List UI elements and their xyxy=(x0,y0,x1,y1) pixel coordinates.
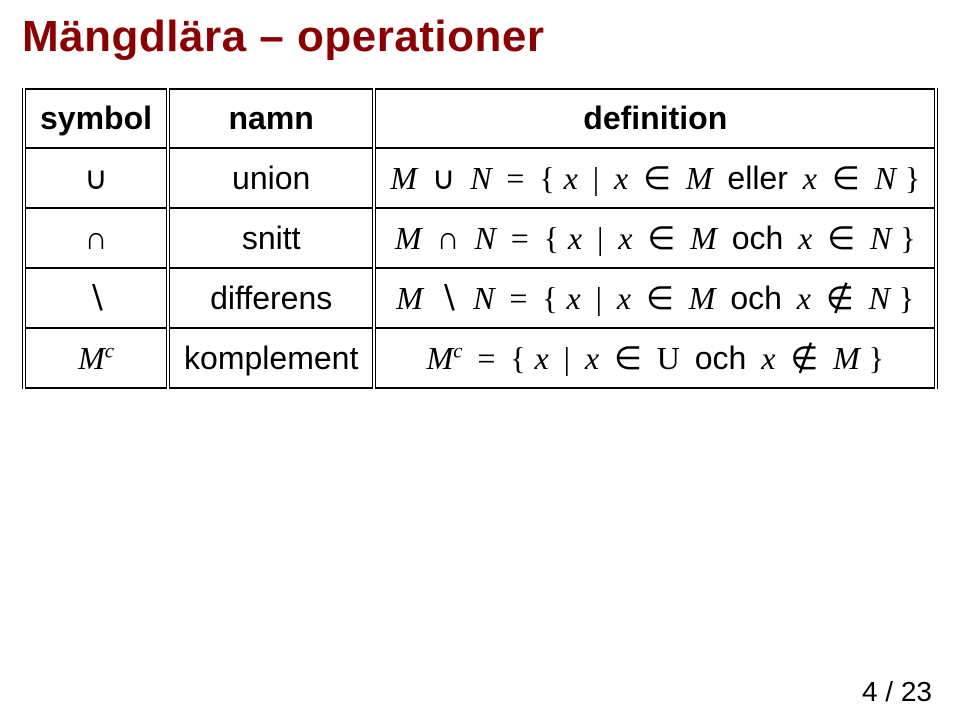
union-icon: ∪ xyxy=(84,160,107,196)
sym-N: N xyxy=(474,220,495,256)
eq-icon: = xyxy=(503,280,533,317)
sym-x: x xyxy=(797,280,811,316)
notin-icon: ∉ xyxy=(784,339,824,377)
sup-c: c xyxy=(105,339,114,362)
table-row: Mc komplement Mc = { x | x ∈ U och x ∉ xyxy=(24,328,936,388)
op-name: differens xyxy=(210,280,332,316)
in-icon: ∈ xyxy=(637,159,677,197)
definition-cell: Mc = { x | x ∈ U och x ∉ M } xyxy=(374,328,936,388)
sym-M: M xyxy=(689,280,716,316)
in-icon: ∈ xyxy=(826,159,866,197)
definition-cell: M ∪ N = { x | x ∈ M eller x ∈ N } xyxy=(374,148,936,208)
sym-N: N xyxy=(869,280,890,316)
sym-M: M xyxy=(396,280,423,316)
col-name: namn xyxy=(168,89,374,148)
setminus-icon: ∖ xyxy=(432,279,464,317)
rbrace-icon: } xyxy=(900,220,915,256)
union-icon: ∪ xyxy=(426,159,461,197)
sym-x: x xyxy=(568,220,582,256)
rbrace-icon: } xyxy=(899,280,914,316)
connective: och xyxy=(724,280,788,317)
name-cell: komplement xyxy=(168,328,374,388)
sym-M: M xyxy=(427,340,454,376)
notin-icon: ∉ xyxy=(820,279,860,317)
col-symbol: symbol xyxy=(24,89,168,148)
page-number: 4 / 23 xyxy=(862,676,932,708)
lbrace-icon: { xyxy=(544,220,559,256)
table-header-row: symbol namn definition xyxy=(24,89,936,148)
eq-icon: = xyxy=(500,160,530,197)
sym-x: x xyxy=(761,340,775,376)
sym-x: x xyxy=(618,220,632,256)
sym-M: M xyxy=(833,340,860,376)
sym-M: M xyxy=(390,160,417,196)
sym-M: M xyxy=(686,160,713,196)
sym-x: x xyxy=(614,160,628,196)
table-row: ∩ snitt M ∩ N = { x | x ∈ M och x xyxy=(24,208,936,268)
sym-x: x xyxy=(567,280,581,316)
sym-M: M xyxy=(395,220,422,256)
op-name: komplement xyxy=(184,340,358,376)
connective: och xyxy=(689,340,753,377)
sup-c: c xyxy=(453,339,462,362)
eq-icon: = xyxy=(471,340,501,377)
sym-N: N xyxy=(875,160,896,196)
connective: eller xyxy=(721,160,793,197)
name-cell: differens xyxy=(168,268,374,328)
sym-x: x xyxy=(798,220,812,256)
sym-N: N xyxy=(473,280,494,316)
rbrace-icon: } xyxy=(869,340,884,376)
sym-M: M xyxy=(690,220,717,256)
bar-icon: | xyxy=(558,340,576,377)
symbol-cell: ∪ xyxy=(24,148,168,208)
bar-icon: | xyxy=(587,160,605,197)
symbol-cell: ∖ xyxy=(24,268,168,328)
in-icon: ∈ xyxy=(821,219,861,257)
table-row: ∖ differens M ∖ N = { x | x ∈ M och xyxy=(24,268,936,328)
sym-M: M xyxy=(78,340,105,376)
in-icon: ∈ xyxy=(608,339,648,377)
sym-x: x xyxy=(535,340,549,376)
symbol-cell: Mc xyxy=(24,328,168,388)
op-name: union xyxy=(232,160,310,196)
in-icon: ∈ xyxy=(640,279,680,317)
col-definition: definition xyxy=(374,89,936,148)
op-name: snitt xyxy=(242,220,301,256)
rbrace-icon: } xyxy=(905,160,920,196)
operations-table: symbol namn definition ∪ union M ∪ N = xyxy=(22,88,938,389)
sym-x: x xyxy=(803,160,817,196)
symbol-cell: ∩ xyxy=(24,208,168,268)
setminus-icon: ∖ xyxy=(86,280,106,316)
lbrace-icon: { xyxy=(542,280,557,316)
intersect-icon: ∩ xyxy=(84,220,107,256)
lbrace-icon: { xyxy=(539,160,554,196)
name-cell: union xyxy=(168,148,374,208)
universe-icon: U xyxy=(657,340,680,376)
definition-cell: M ∖ N = { x | x ∈ M och x ∉ N } xyxy=(374,268,936,328)
lbrace-icon: { xyxy=(510,340,525,376)
intersect-icon: ∩ xyxy=(430,220,465,257)
eq-icon: = xyxy=(505,220,535,257)
sym-x: x xyxy=(617,280,631,316)
sym-x: x xyxy=(564,160,578,196)
definition-cell: M ∩ N = { x | x ∈ M och x ∈ N } xyxy=(374,208,936,268)
sym-N: N xyxy=(470,160,491,196)
table-row: ∪ union M ∪ N = { x | x ∈ M eller xyxy=(24,148,936,208)
name-cell: snitt xyxy=(168,208,374,268)
bar-icon: | xyxy=(591,220,609,257)
sym-N: N xyxy=(870,220,891,256)
connective: och xyxy=(726,220,790,257)
in-icon: ∈ xyxy=(641,219,681,257)
bar-icon: | xyxy=(590,280,608,317)
page-title: Mängdlära – operationer xyxy=(22,12,938,62)
sym-x: x xyxy=(585,340,599,376)
